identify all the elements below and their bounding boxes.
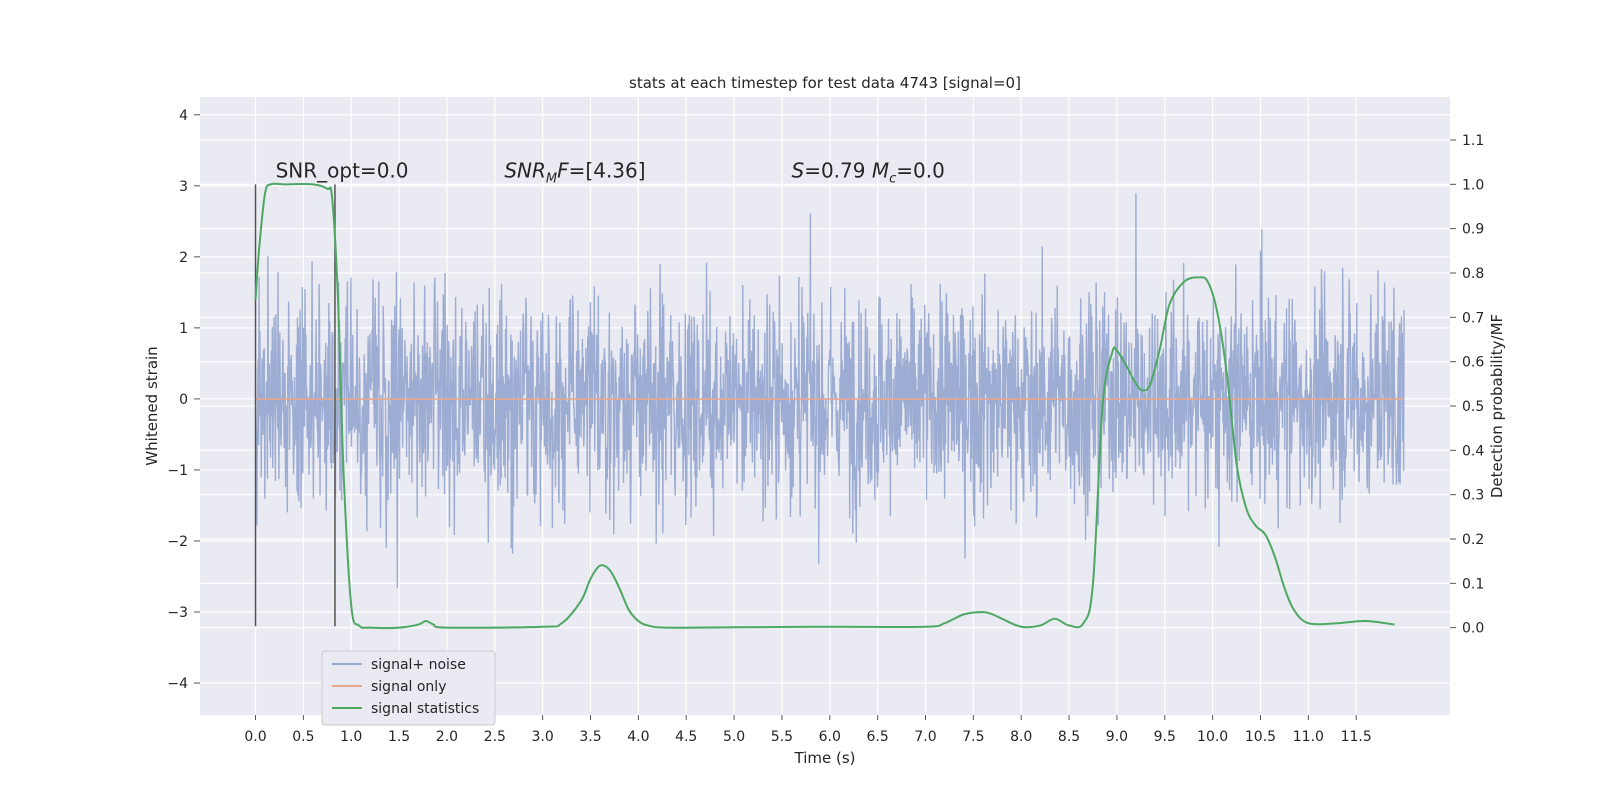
legend-label-signal-noise: signal+ noise [371,657,466,673]
left-y-tick-label: 1 [179,321,188,337]
x-tick-label: 7.5 [962,729,984,745]
x-tick-label: 1.5 [388,729,410,745]
signal-statistics-line [254,182,1395,629]
x-tick-label: 4.5 [675,729,697,745]
x-axis-label: Time (s) [794,749,856,767]
right-y-tick-label: 0.9 [1462,222,1484,238]
right-y-tick-label: 0.5 [1462,399,1484,415]
left-y-tick-label: −4 [167,676,188,692]
right-y-tick-label: 1.0 [1462,177,1484,193]
x-tick-label: 2.0 [436,729,458,745]
left-y-tick-label: 2 [179,250,188,266]
legend-label-signal-statistics: signal statistics [371,701,479,717]
x-tick-label: 11.5 [1341,729,1372,745]
left-y-tick-label: −3 [167,605,188,621]
x-tick-label: 0.0 [244,729,266,745]
annotation-snr-opt: SNR_opt=0.0 [276,158,409,182]
right-y-tick-label: 0.8 [1462,266,1484,282]
signal-statistics-series [254,182,1395,629]
x-axis-ticks: 0.0 0.5 1.0 1.5 2.0 2.5 3.0 3.5 4.0 4.5 5.0 5.5 6.0 6… [244,715,1372,745]
signal-noise-series [254,193,1405,588]
right-y-tick-label: 0.1 [1462,576,1484,592]
x-tick-label: 4.0 [627,729,649,745]
x-tick-label: 6.5 [867,729,889,745]
right-y-tick-label: 0.4 [1462,443,1484,459]
x-tick-label: 10.5 [1245,729,1276,745]
x-tick-label: 8.5 [1058,729,1080,745]
left-y-tick-label: −1 [167,463,188,479]
vertical-markers [254,184,336,627]
annotation-s-mc: S=0.79 Mc=0.0 [792,158,945,186]
annotation-snr-mf: SNRMF=[4.36] [504,158,645,186]
left-y-axis-ticks: −4 −3 −2 −1 0 1 2 3 4 [167,108,200,692]
signal-noise-line [254,193,1405,588]
right-y-tick-label: 0.6 [1462,355,1484,371]
chart-title: stats at each timestep for test data 474… [629,74,1021,92]
x-tick-label: 8.0 [1010,729,1032,745]
x-tick-label: 3.5 [579,729,601,745]
x-tick-label: 9.0 [1106,729,1128,745]
legend: signal+ noise signal only signal statist… [321,650,496,726]
x-tick-label: 1.0 [340,729,362,745]
x-tick-label: 9.5 [1154,729,1176,745]
right-y-tick-label: 1.1 [1462,133,1484,149]
x-tick-label: 5.5 [771,729,793,745]
left-y-tick-label: −2 [167,534,188,550]
x-tick-label: 2.5 [484,729,506,745]
legend-box [321,650,496,726]
x-tick-label: 6.0 [819,729,841,745]
left-y-tick-label: 3 [179,179,188,195]
right-y-tick-label: 0.7 [1462,310,1484,326]
right-y-axis-ticks: 0.0 0.1 0.2 0.3 0.4 0.5 0.6 0.7 0.8 0.9 1.0 1.1 [1450,133,1484,637]
x-tick-label: 11.0 [1293,729,1324,745]
x-tick-label: 5.0 [723,729,745,745]
right-y-axis-label: Detection probability/MF [1488,314,1506,498]
x-tick-label: 0.5 [292,729,314,745]
left-y-axis-label: Whitened strain [143,346,161,465]
right-y-tick-label: 0.3 [1462,488,1484,504]
left-y-tick-label: 0 [179,392,188,408]
left-y-tick-label: 4 [179,108,188,124]
right-y-tick-label: 0.0 [1462,621,1484,637]
right-y-tick-label: 0.2 [1462,532,1484,548]
x-tick-label: 7.0 [914,729,936,745]
x-tick-label: 3.0 [532,729,554,745]
legend-label-signal-only: signal only [371,679,446,695]
x-tick-label: 10.0 [1197,729,1228,745]
